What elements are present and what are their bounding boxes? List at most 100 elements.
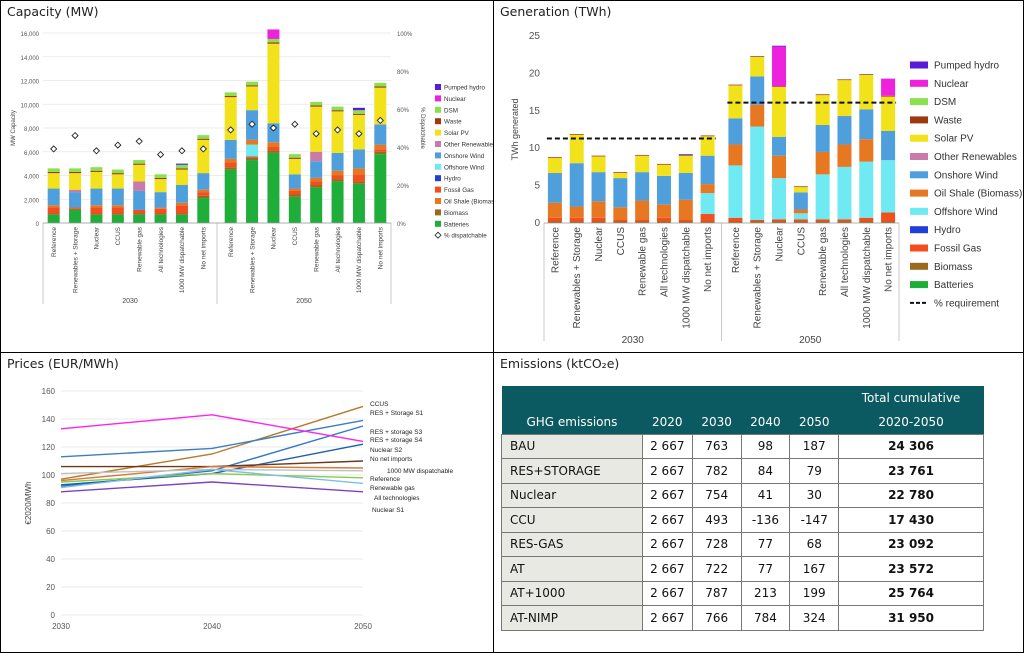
bar-segment-biomass bbox=[859, 221, 874, 223]
legend-label: Batteries bbox=[934, 280, 973, 291]
legend-swatch bbox=[435, 84, 441, 90]
bar-segment-solar-pv bbox=[750, 56, 765, 77]
bar-segment-onshore-wind bbox=[881, 130, 896, 161]
row-label: RES-GAS bbox=[501, 531, 643, 557]
bar-segment-waste bbox=[111, 173, 124, 175]
table-row: RES-GAS 2 667 728 77 68 23 092 bbox=[501, 531, 984, 557]
bar-segment-fossil-gas bbox=[635, 219, 650, 222]
bar-segment-biomass bbox=[175, 213, 188, 215]
bar-segment-biomass bbox=[69, 208, 82, 210]
table-cell: -147 bbox=[789, 507, 840, 533]
legend-label: Offshore Wind bbox=[444, 164, 485, 171]
legend-swatch bbox=[435, 129, 441, 136]
series-line-renewable-gas bbox=[60, 472, 364, 483]
bar-segment-waste bbox=[175, 168, 188, 170]
bar-segment-biomass bbox=[111, 213, 124, 215]
category-label: All technologies bbox=[840, 227, 851, 297]
bar-segment-solar-pv bbox=[246, 86, 259, 111]
bar-segment-onshore-wind bbox=[310, 161, 323, 178]
bar-segment-waste bbox=[547, 157, 562, 158]
table-cell: 17 430 bbox=[838, 507, 984, 533]
dispatchable-marker bbox=[355, 130, 363, 138]
bar-segment-oil-shale-biomass bbox=[310, 177, 323, 182]
y-tick-label: 20 bbox=[46, 583, 55, 592]
legend-swatch bbox=[435, 152, 441, 159]
row-label: RES+STORAGE bbox=[501, 458, 643, 484]
generation-chart: 0 5 10 15 20 25 TWh generated Reference Renewabl… bbox=[510, 31, 1023, 346]
bar-segment-dsm bbox=[352, 110, 365, 114]
legend-swatch bbox=[435, 95, 441, 102]
category-label: All technologies bbox=[335, 226, 342, 272]
bar-segment-oil-shale-biomass bbox=[591, 201, 606, 218]
legend-label: Other Renewables bbox=[444, 142, 494, 149]
bar-segment-offshore-wind bbox=[700, 193, 715, 215]
y-right-tick-label: 20% bbox=[397, 184, 410, 190]
legend-swatch bbox=[910, 226, 928, 234]
table-cell: 2 667 bbox=[641, 605, 693, 631]
category-label: Renewable gas bbox=[638, 227, 649, 296]
category-label: Nuclear bbox=[594, 226, 605, 261]
bar-segment-dsm bbox=[310, 101, 323, 106]
bar-segment-onshore-wind bbox=[678, 172, 693, 200]
table-cell: 68 bbox=[789, 531, 840, 557]
bar-segment-waste bbox=[859, 74, 874, 75]
bar-segment-waste bbox=[288, 157, 301, 159]
bar-segment-pumped-hydro bbox=[772, 45, 787, 47]
bar-segment-fossil-gas bbox=[352, 174, 365, 182]
legend-swatch bbox=[910, 189, 928, 197]
legend-marker bbox=[434, 231, 442, 239]
bar-segment-solar-pv bbox=[154, 179, 167, 193]
bar-segment-oil-shale-biomass bbox=[613, 207, 628, 221]
y-tick-label: 16,000 bbox=[21, 32, 40, 38]
table-cell: 784 bbox=[740, 605, 791, 631]
bar-segment-solar-pv bbox=[591, 156, 606, 173]
bar-segment-waste bbox=[728, 84, 743, 86]
bar-segment-waste bbox=[815, 94, 830, 96]
table-cell: 763 bbox=[691, 433, 742, 459]
bar-segment-biomass bbox=[700, 221, 715, 223]
series-line-1000-mw-dispatchable bbox=[60, 465, 364, 482]
table-cell: 23 092 bbox=[838, 531, 984, 557]
bar-segment-onshore-wind bbox=[288, 174, 301, 189]
row-label: AT+1000 bbox=[501, 580, 643, 606]
bar-segment-waste bbox=[656, 163, 671, 165]
category-label: Nuclear bbox=[94, 226, 101, 249]
bar-segment-dsm bbox=[288, 154, 301, 158]
bar-segment-biomass bbox=[728, 221, 743, 223]
legend-label: Solar PV bbox=[444, 130, 470, 137]
bar-segment-oil-shale-biomass bbox=[728, 144, 743, 166]
table-cell: 722 bbox=[691, 556, 742, 582]
bar-segment-oil-shale-biomass bbox=[90, 205, 103, 208]
bar-segment-batteries bbox=[352, 183, 365, 223]
bar-segment-oil-shale-biomass bbox=[772, 155, 787, 179]
dispatchable-marker bbox=[135, 137, 143, 145]
bar-segment-waste bbox=[352, 113, 365, 115]
bar-segment-solar-pv bbox=[90, 171, 103, 189]
bar-segment-solar-pv bbox=[47, 173, 60, 189]
row-label: AT bbox=[501, 556, 643, 582]
bar-segment-other-renewables bbox=[133, 181, 146, 191]
y-tick-label: 14,000 bbox=[21, 56, 40, 62]
table-cell: 324 bbox=[789, 605, 840, 631]
bar-segment-solar-pv bbox=[678, 155, 693, 173]
table-header-2030: 2030 bbox=[692, 410, 742, 434]
bar-segment-onshore-wind bbox=[613, 178, 628, 208]
legend-swatch bbox=[435, 220, 441, 227]
table-cell: 754 bbox=[691, 482, 742, 508]
legend-label: Oil Shale (Biomass) bbox=[444, 199, 494, 206]
y-tick-label: 0 bbox=[51, 611, 56, 620]
bar-segment-dsm bbox=[47, 168, 60, 172]
category-label: Renewables + Storage bbox=[249, 227, 256, 293]
legend-label: Solar PV bbox=[934, 134, 974, 145]
bar-segment-fossil-gas bbox=[69, 207, 82, 209]
table-header-2050: 2050 bbox=[789, 410, 839, 434]
category-label: No net imports bbox=[201, 226, 208, 269]
series-label: Nuclear S1 bbox=[372, 507, 405, 514]
bar-segment-oil-shale-biomass bbox=[700, 184, 715, 194]
bar-segment-solar-pv bbox=[613, 172, 628, 179]
bar-segment-oil-shale-biomass bbox=[197, 189, 210, 193]
group-label: 2050 bbox=[799, 335, 822, 346]
bar-segment-onshore-wind bbox=[859, 109, 874, 140]
bar-segment-oil-shale-biomass bbox=[352, 168, 365, 175]
bar-segment-dsm bbox=[197, 135, 210, 139]
